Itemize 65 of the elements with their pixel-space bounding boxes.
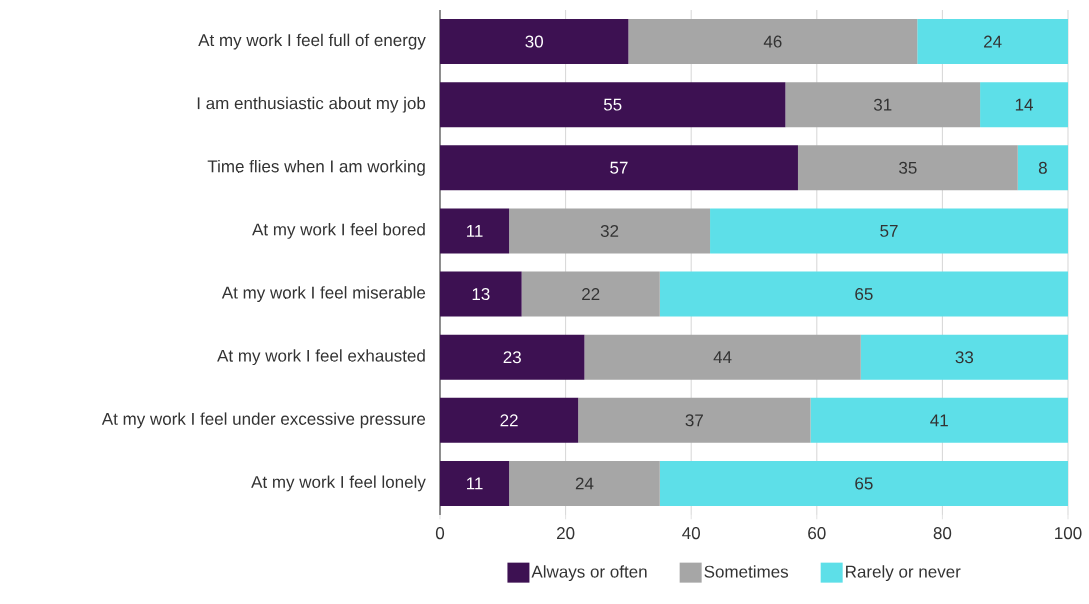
bar bbox=[980, 82, 1068, 128]
data-label: 8 bbox=[1038, 161, 1047, 174]
bar bbox=[710, 208, 1068, 254]
data-label: 13 bbox=[472, 288, 490, 301]
data-label: 24 bbox=[575, 477, 594, 490]
x-tick-label: 0 bbox=[435, 527, 445, 540]
bar bbox=[509, 460, 660, 506]
data-label: 33 bbox=[955, 351, 974, 364]
bar bbox=[440, 82, 786, 128]
bar bbox=[797, 145, 1018, 191]
bar bbox=[578, 397, 811, 443]
bar bbox=[785, 82, 981, 128]
bar bbox=[659, 271, 1068, 317]
bar bbox=[659, 460, 1068, 506]
y-tick-label: At my work I feel bored bbox=[252, 223, 425, 239]
y-tick-label: At my work I feel miserable bbox=[221, 286, 426, 302]
x-tick-label: 40 bbox=[682, 527, 700, 540]
x-tick-label: 100 bbox=[1055, 527, 1082, 540]
data-label: 41 bbox=[930, 414, 948, 427]
bar bbox=[440, 460, 510, 506]
y-tick-label: At my work I feel exhausted bbox=[217, 349, 425, 366]
data-label: 46 bbox=[763, 35, 782, 48]
bar bbox=[521, 271, 660, 317]
bar bbox=[860, 334, 1068, 380]
legend-label: Rarely or never bbox=[846, 565, 961, 582]
data-label: 32 bbox=[600, 224, 619, 237]
data-label: 11 bbox=[467, 225, 483, 237]
data-label: 57 bbox=[880, 224, 898, 237]
data-label: 44 bbox=[713, 351, 732, 364]
y-tick-label: At my work I feel under excessive pressure bbox=[101, 412, 426, 429]
bar bbox=[440, 334, 585, 380]
data-label: 22 bbox=[500, 414, 518, 427]
data-label: 14 bbox=[1015, 98, 1033, 111]
data-label: 23 bbox=[503, 351, 521, 364]
bar bbox=[440, 19, 629, 65]
bar bbox=[810, 397, 1068, 443]
bar bbox=[440, 397, 579, 443]
data-label: 31 bbox=[873, 98, 892, 111]
x-tick-label: 80 bbox=[933, 527, 952, 540]
bar bbox=[917, 19, 1068, 65]
x-tick-label: 60 bbox=[808, 527, 826, 540]
bar bbox=[1017, 145, 1068, 191]
data-label: 65 bbox=[855, 288, 873, 301]
data-label: 24 bbox=[984, 35, 1002, 48]
legend-label: Sometimes bbox=[704, 565, 789, 578]
y-tick-label: I am enthusiastic about my job bbox=[197, 96, 426, 113]
y-tick-label: At my work I feel full of energy bbox=[198, 33, 426, 50]
data-label: 37 bbox=[685, 414, 703, 427]
y-tick-label: Time flies when I am working bbox=[207, 159, 425, 176]
data-label: 11 bbox=[467, 477, 483, 490]
data-label: 35 bbox=[899, 161, 917, 174]
bar bbox=[440, 145, 798, 191]
data-label: 22 bbox=[582, 288, 600, 300]
data-label: 57 bbox=[610, 161, 628, 174]
y-tick-label: At my work I feel lonely bbox=[251, 475, 426, 492]
bar bbox=[584, 334, 861, 380]
bar bbox=[440, 208, 510, 254]
bar bbox=[440, 271, 522, 317]
legend-label: Always or often bbox=[531, 565, 647, 582]
x-tick-label: 20 bbox=[557, 527, 575, 540]
bar bbox=[628, 19, 918, 65]
data-label: 30 bbox=[525, 35, 543, 48]
data-label: 55 bbox=[603, 98, 622, 111]
data-label: 65 bbox=[855, 477, 873, 490]
bar bbox=[509, 208, 711, 254]
